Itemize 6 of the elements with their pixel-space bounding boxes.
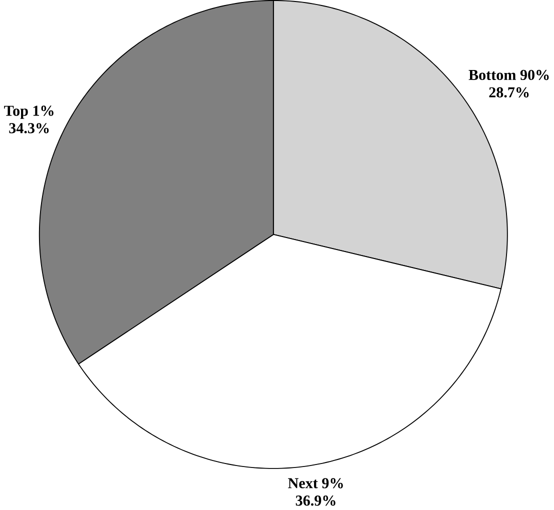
data-label: 34.3% (9, 123, 49, 134)
slice-label: Bottom 90% (468, 70, 549, 80)
slice-label: Next 9% (288, 478, 343, 489)
data-label: 28.7% (489, 87, 529, 98)
slice-label: Top 1% (4, 106, 54, 120)
data-label: 36.9% (296, 496, 336, 506)
